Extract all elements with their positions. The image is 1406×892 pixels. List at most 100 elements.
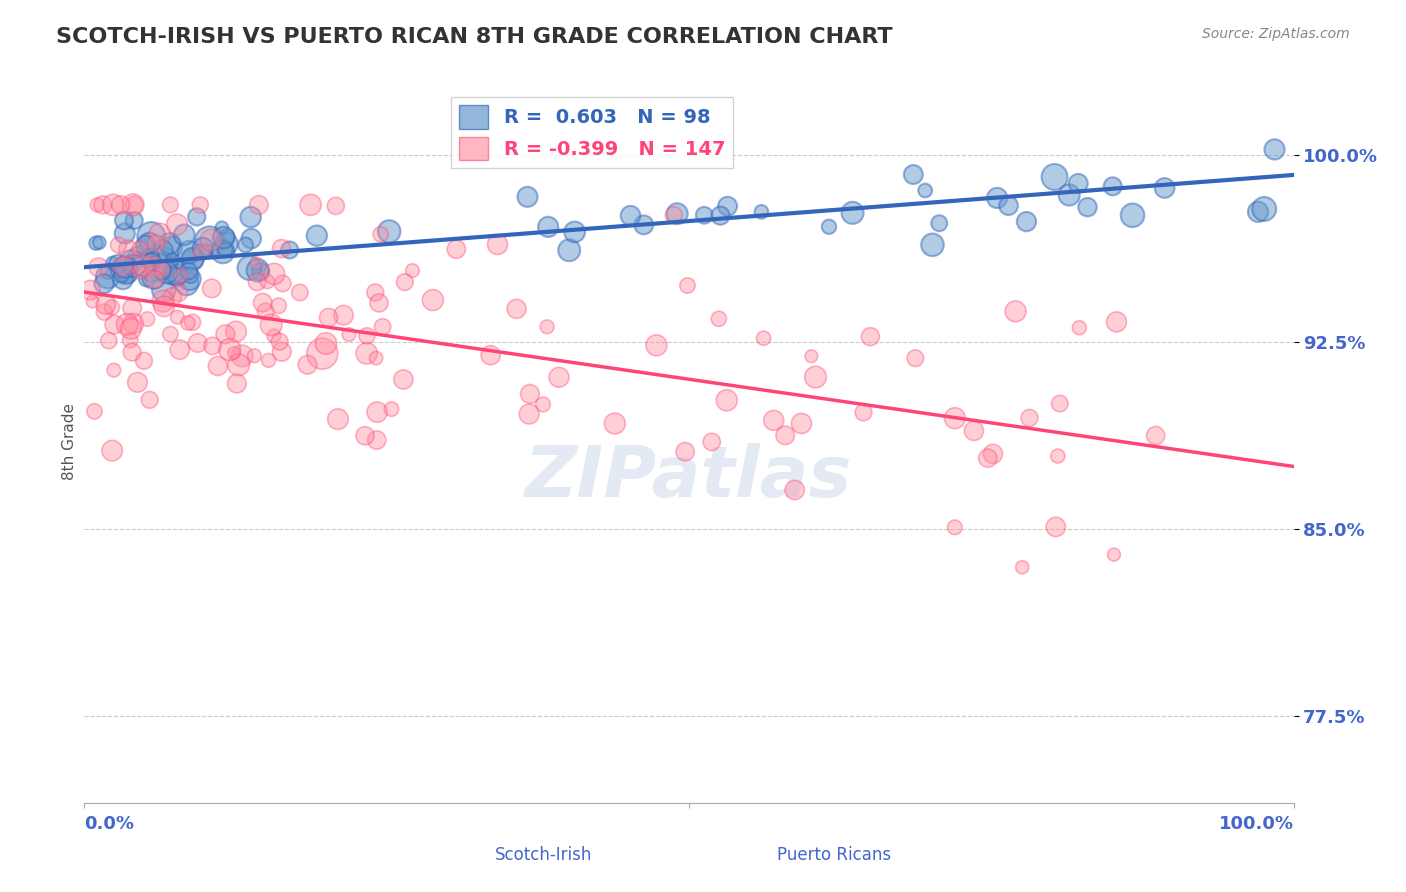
Point bbox=[212, 244, 235, 259]
Point bbox=[143, 260, 166, 274]
Point bbox=[112, 272, 135, 286]
Point bbox=[103, 318, 125, 332]
Point bbox=[364, 351, 387, 365]
Point bbox=[122, 213, 145, 227]
Point bbox=[517, 407, 540, 421]
Point bbox=[270, 242, 292, 256]
Point bbox=[315, 336, 337, 351]
Point bbox=[128, 242, 150, 256]
Bar bbox=[465, 838, 495, 857]
Point bbox=[422, 293, 444, 307]
Point bbox=[1015, 214, 1038, 228]
Point bbox=[110, 198, 132, 212]
Point bbox=[356, 346, 378, 360]
Point bbox=[87, 260, 110, 275]
Point bbox=[928, 216, 950, 230]
Legend: R =  0.603   N = 98, R = -0.399   N = 147: R = 0.603 N = 98, R = -0.399 N = 147 bbox=[451, 97, 733, 168]
Text: ZIPatlas: ZIPatlas bbox=[526, 443, 852, 512]
Point bbox=[91, 198, 114, 212]
Point bbox=[111, 260, 134, 274]
Point bbox=[752, 331, 775, 345]
Point bbox=[121, 301, 143, 316]
Point bbox=[254, 304, 277, 318]
Point bbox=[505, 301, 527, 316]
Point bbox=[141, 267, 163, 281]
Point bbox=[943, 411, 966, 425]
Point bbox=[114, 260, 136, 274]
Point bbox=[136, 312, 159, 326]
Point bbox=[633, 218, 655, 232]
Point bbox=[368, 296, 391, 310]
Point bbox=[198, 234, 221, 248]
Point bbox=[693, 208, 716, 222]
Point bbox=[97, 264, 120, 278]
Point bbox=[162, 252, 184, 267]
Point bbox=[122, 317, 145, 331]
Point bbox=[1253, 202, 1275, 216]
Point bbox=[121, 263, 143, 277]
Text: Source: ZipAtlas.com: Source: ZipAtlas.com bbox=[1202, 27, 1350, 41]
Point bbox=[181, 252, 204, 267]
Bar bbox=[755, 838, 786, 857]
Point bbox=[246, 263, 269, 277]
Point bbox=[325, 199, 347, 213]
Point bbox=[921, 237, 943, 252]
Point bbox=[603, 417, 626, 431]
Point bbox=[207, 359, 229, 373]
Point bbox=[139, 251, 162, 265]
Point bbox=[311, 346, 333, 360]
Point bbox=[486, 237, 509, 252]
Point bbox=[246, 275, 269, 289]
Point bbox=[645, 338, 668, 352]
Point bbox=[89, 235, 111, 250]
Point bbox=[132, 353, 155, 368]
Point bbox=[86, 198, 108, 212]
Point bbox=[337, 327, 360, 342]
Point bbox=[256, 274, 278, 288]
Point bbox=[179, 272, 201, 286]
Point bbox=[356, 328, 378, 343]
Point bbox=[800, 349, 823, 363]
Point bbox=[159, 198, 181, 212]
Point bbox=[186, 210, 208, 224]
Point bbox=[200, 233, 222, 247]
Point bbox=[153, 300, 176, 314]
Point bbox=[97, 269, 120, 284]
Point bbox=[170, 268, 193, 283]
Point bbox=[84, 236, 107, 251]
Point bbox=[1018, 410, 1040, 425]
Point bbox=[370, 227, 392, 242]
Point bbox=[103, 198, 125, 212]
Point bbox=[152, 262, 174, 277]
Point bbox=[841, 206, 863, 220]
Point bbox=[150, 244, 173, 258]
Point bbox=[673, 444, 696, 458]
Point bbox=[187, 336, 209, 351]
Point bbox=[132, 259, 155, 273]
Point bbox=[117, 266, 139, 280]
Point bbox=[122, 198, 145, 212]
Point bbox=[121, 345, 143, 359]
Point bbox=[83, 404, 105, 418]
Point bbox=[225, 376, 247, 391]
Point bbox=[548, 370, 571, 384]
Point bbox=[163, 261, 186, 276]
Point bbox=[177, 245, 200, 260]
Point bbox=[152, 294, 174, 309]
Point bbox=[305, 228, 328, 243]
Point bbox=[446, 242, 468, 256]
Point bbox=[101, 256, 124, 270]
Point bbox=[120, 322, 142, 336]
Point bbox=[214, 327, 236, 342]
Point bbox=[103, 363, 125, 377]
Point bbox=[191, 241, 214, 255]
Point bbox=[107, 257, 129, 271]
Point bbox=[243, 349, 266, 363]
Point bbox=[180, 268, 202, 282]
Point bbox=[135, 238, 157, 252]
Point bbox=[751, 205, 773, 219]
Point bbox=[852, 405, 875, 419]
Point bbox=[981, 447, 1004, 461]
Point bbox=[245, 256, 267, 270]
Point bbox=[516, 190, 538, 204]
